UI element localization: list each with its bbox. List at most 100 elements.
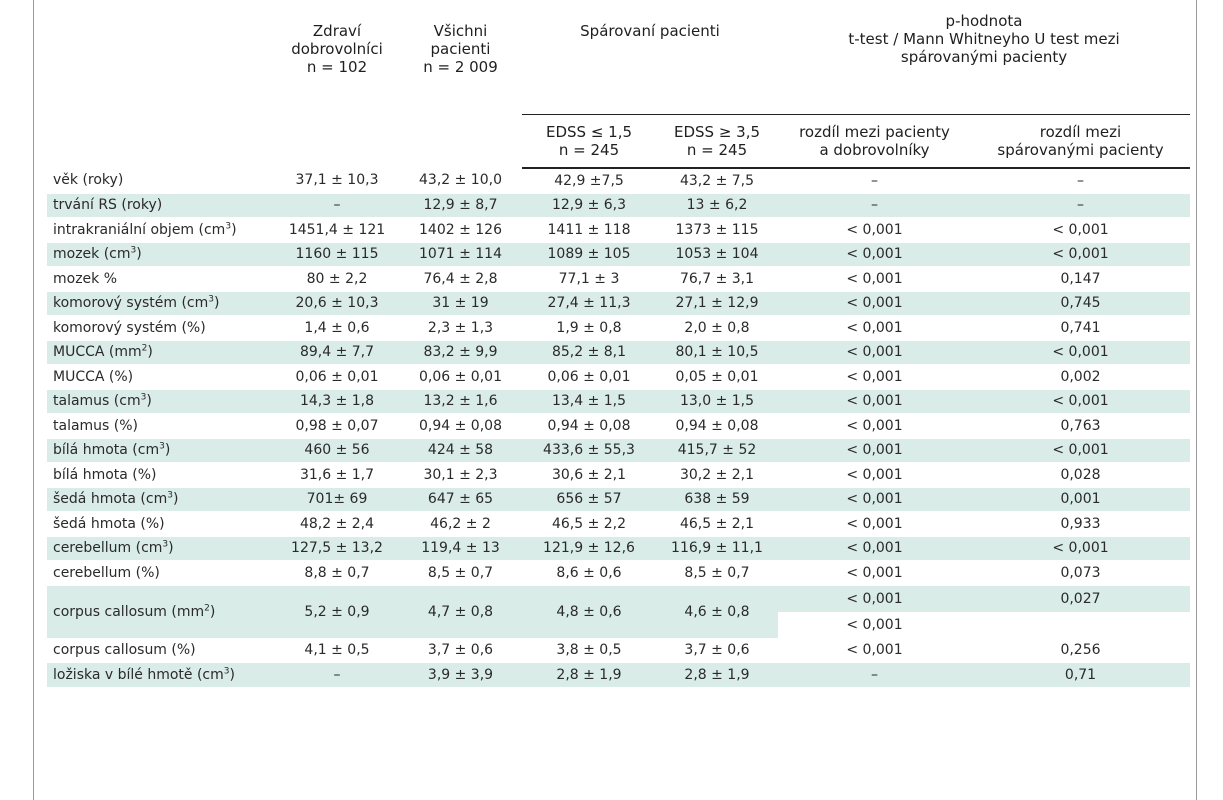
cell-high: 4,6 ± 0,8 [656,585,778,639]
table-row: talamus (%) 0,98 ± 0,07 0,94 ± 0,08 0,94 ± … [47,413,1191,439]
cell-all: 3,7 ± 0,6 [399,638,522,663]
unit-superscript: 3 [140,392,147,403]
cell-low: 85,2 ± 8,1 [522,340,656,365]
row-label: corpus callosum (mm2) [47,585,275,639]
row-label: trvání RS (roky) [47,193,275,218]
cell-all: 30,1 ± 2,3 [399,462,522,488]
table-row: intrakraniální objem (cm3) 1451,4 ± 121 14… [47,217,1191,243]
cell-p1: < 0,001 [778,462,971,488]
cell-p2: < 0,001 [971,340,1191,365]
row-label-text: bílá hmota (%) [53,466,157,483]
cell-healthy: 0,98 ± 0,07 [275,413,399,439]
row-label: mozek (cm3) [47,242,275,267]
row-label: intrakraniální objem (cm3) [47,217,275,243]
cell-healthy: 701± 69 [275,487,399,512]
cell-p1: < 0,001 [778,413,971,439]
cell-high: 0,05 ± 0,01 [656,364,778,390]
row-label-text: šedá hmota (cm [53,491,168,508]
cell-all: 0,94 ± 0,08 [399,413,522,439]
row-label-text: corpus callosum (mm [53,603,205,620]
cell-low: 0,94 ± 0,08 [522,413,656,439]
cell-healthy: 127,5 ± 13,2 [275,536,399,561]
cell-low: 13,4 ± 1,5 [522,389,656,414]
table-row: mozek % 80 ± 2,2 76,4 ± 2,8 77,1 ± 3 76,7 ± … [47,266,1191,292]
table-row: bílá hmota (cm3) 460 ± 56 424 ± 58 433,6 ± … [47,438,1191,463]
row-label: komorový systém (cm3) [47,291,275,316]
cell-low: 656 ± 57 [522,487,656,512]
cell-p2: – [971,193,1191,218]
row-label-tail: ) [209,603,216,620]
cell-all: 46,2 ± 2 [399,511,522,537]
cell-healthy: 37,1 ± 10,3 [275,168,399,194]
cell-all: 1071 ± 114 [399,242,522,267]
row-label-tail: ) [146,393,152,410]
cell-high: 2,8 ± 1,9 [656,662,778,688]
header-healthy: Zdraví dobrovolníci n = 102 [291,22,383,76]
table-row: komorový systém (cm3) 20,6 ± 10,3 31 ± 19 2… [47,291,1191,316]
cell-p1: < 0,001 [778,340,971,365]
cell-all: 1402 ± 126 [399,217,522,243]
row-label: bílá hmota (cm3) [47,438,275,463]
cell-all: 12,9 ± 8,7 [399,193,522,218]
cell-all: 119,4 ± 13 [399,536,522,561]
cell-high: 638 ± 59 [656,487,778,512]
row-label-text: MUCCA (%) [53,368,134,385]
header-edss-low: EDSS ≤ 1,5 n = 245 [522,114,656,169]
cell-p2: 0,147 [971,266,1191,292]
cell-p2: 0,001 [971,487,1191,512]
cell-healthy: 460 ± 56 [275,438,399,463]
cell-low: 1411 ± 118 [522,217,656,243]
unit-superscript: 2 [204,602,210,613]
cell-healthy: 89,4 ± 7,7 [275,340,399,365]
cell-p1: < 0,001 [778,487,971,512]
row-label-text: komorový systém (cm [53,295,209,312]
cell-p1: < 0,001 [778,511,971,537]
cell-all: 424 ± 58 [399,438,522,463]
cell-low: 30,6 ± 2,1 [522,462,656,488]
cell-p2: – [971,168,1191,194]
row-label-text: MUCCA (mm [53,344,142,361]
cell-p2: < 0,001 [971,242,1191,267]
cell-high: 415,7 ± 52 [656,438,778,463]
cell-healthy: 1160 ± 115 [275,242,399,267]
cell-p1: < 0,001 [778,242,971,267]
cell-all: 8,5 ± 0,7 [399,560,522,586]
cell-p1: < 0,001 [778,638,971,663]
unit-superscript: 3 [167,490,173,501]
cell-p2: < 0,001 [971,389,1191,414]
table-row: bílá hmota (%) 31,6 ± 1,7 30,1 ± 2,3 30,6 ±… [47,462,1191,488]
unit-superscript: 3 [223,666,230,677]
row-label-text: trvání RS (roky) [53,197,163,214]
row-label-tail: ) [164,442,171,459]
cell-high: 2,0 ± 0,8 [656,315,778,341]
cell-high: 0,94 ± 0,08 [656,413,778,439]
row-label: MUCCA (%) [47,364,275,390]
table-row: talamus (cm3) 14,3 ± 1,8 13,2 ± 1,6 13,4 ± … [47,389,1191,414]
row-label-text: talamus (%) [53,417,139,434]
cell-high: 46,5 ± 2,1 [656,511,778,537]
cell-all: 76,4 ± 2,8 [399,266,522,292]
header-all-patients: Všichni pacienti n = 2 009 [423,22,498,76]
row-label-text: cerebellum (cm [53,540,163,557]
cell-low: 2,8 ± 1,9 [522,662,656,688]
row-label: talamus (%) [47,413,275,439]
row-label: MUCCA (mm2) [47,340,275,365]
table-row: ložiska v bílé hmotě (cm3) –3,9 ± 3,9 2,8 … [47,662,1191,688]
cell-healthy: – [275,662,399,688]
cell-p2: 0,763 [971,413,1191,439]
cell-all: 13,2 ± 1,6 [399,389,522,414]
cell-p1: – [778,662,971,688]
unit-superscript: 2 [141,343,148,354]
row-label: věk (roky) [47,168,275,194]
row-label-text: šedá hmota (%) [53,515,165,532]
cell-p1: < 0,001 [778,266,971,292]
cell-p2: < 0,001 [971,536,1191,561]
cell-healthy: 31,6 ± 1,7 [275,462,399,488]
row-label: ložiska v bílé hmotě (cm3) [47,662,275,688]
row-label: šedá hmota (cm3) [47,487,275,512]
cell-low: 433,6 ± 55,3 [522,438,656,463]
cell-low: 1,9 ± 0,8 [522,315,656,341]
cell-all: 31 ± 19 [399,291,522,316]
row-label-text: mozek (cm [53,246,131,263]
split-cell: 0,027 [971,585,1191,638]
